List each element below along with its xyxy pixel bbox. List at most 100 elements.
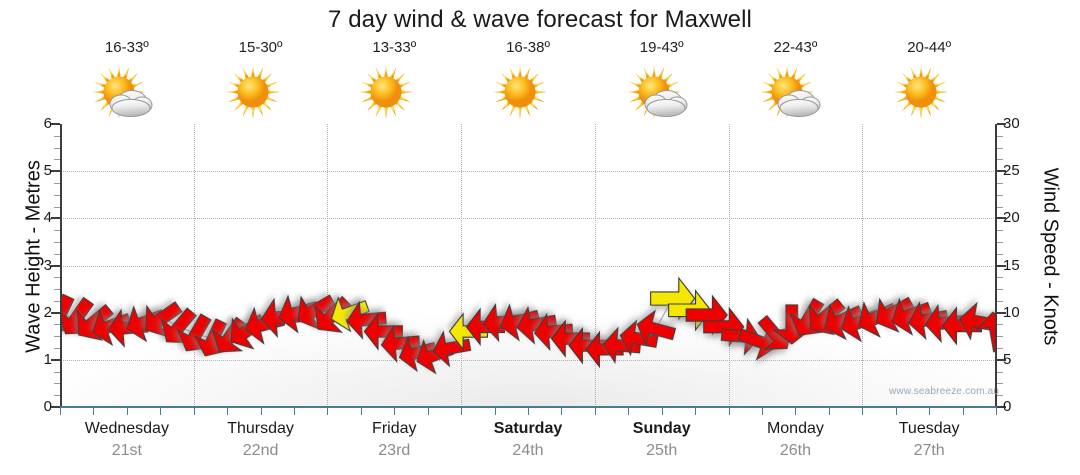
axis-tick-major bbox=[997, 264, 1006, 267]
sun-icon bbox=[327, 62, 461, 122]
sun-behind-cloud-icon bbox=[728, 62, 862, 122]
left-axis-tick-label: 5 bbox=[43, 162, 52, 180]
axis-tick-major bbox=[997, 217, 1006, 220]
wind-arrow bbox=[568, 326, 607, 365]
axis-tick-major bbox=[51, 217, 60, 220]
left-axis-tick-label: 6 bbox=[43, 115, 52, 132]
wind-arrow bbox=[516, 305, 558, 345]
temperature-range: 22-43º bbox=[773, 39, 818, 56]
day-footer: Tuesday 27th bbox=[862, 418, 996, 462]
sun-behind-cloud-icon bbox=[60, 62, 194, 122]
day-header: 20-44º bbox=[862, 38, 996, 122]
day-footer: Thursday 22nd bbox=[194, 418, 328, 462]
axis-tick-minor bbox=[54, 336, 60, 338]
day-name: Friday bbox=[372, 420, 417, 437]
wind-arrow bbox=[432, 330, 472, 368]
baseline-tick bbox=[828, 408, 830, 415]
wind-arrow bbox=[619, 319, 659, 357]
right-axis-tick-label: 5 bbox=[1003, 350, 1012, 368]
baseline-axis bbox=[60, 406, 997, 408]
page-title: 7 day wind & wave forecast for Maxwell bbox=[328, 6, 752, 33]
gridline-day-divider bbox=[193, 124, 195, 407]
wind-arrow bbox=[636, 309, 677, 347]
right-axis-line bbox=[995, 124, 997, 408]
axis-tick-major bbox=[51, 358, 60, 361]
axis-tick-major bbox=[51, 170, 60, 173]
baseline-tick bbox=[227, 408, 229, 415]
gridline-horizontal bbox=[60, 218, 996, 220]
right-axis-tick-label: 25 bbox=[1003, 162, 1020, 180]
right-axis-tick-label: 15 bbox=[1003, 256, 1020, 274]
day-name: Monday bbox=[766, 420, 824, 437]
day-footer: Friday 23rd bbox=[327, 418, 461, 462]
baseline-tick bbox=[461, 408, 463, 415]
axis-tick-minor bbox=[54, 206, 60, 208]
sun-icon bbox=[461, 62, 595, 122]
gridline-horizontal bbox=[60, 171, 996, 173]
baseline-tick bbox=[661, 408, 663, 415]
temperature-range: 15-30º bbox=[238, 39, 283, 56]
right-axis-tick-label: 20 bbox=[1003, 209, 1020, 227]
gridline-horizontal bbox=[60, 359, 996, 361]
baseline-tick bbox=[795, 408, 797, 415]
day-footer: Sunday 25th bbox=[595, 418, 729, 462]
left-axis-tick-label: 2 bbox=[43, 303, 52, 321]
wind-arrow bbox=[346, 300, 387, 340]
left-axis-line bbox=[60, 124, 62, 408]
sun-icon bbox=[862, 62, 996, 122]
axis-tick-minor bbox=[54, 289, 60, 291]
right-axis-tick-label: 10 bbox=[1003, 303, 1020, 321]
axis-tick-minor bbox=[54, 371, 60, 373]
left-axis-tick-label: 1 bbox=[43, 350, 52, 368]
wind-arrows bbox=[60, 276, 996, 375]
gridline-day-divider bbox=[862, 124, 864, 407]
wind-arrow-layer bbox=[60, 276, 996, 375]
day-name: Thursday bbox=[227, 420, 294, 437]
day-footer: Wednesday 21st bbox=[60, 418, 194, 462]
baseline-tick bbox=[60, 408, 61, 415]
axis-tick-minor bbox=[997, 182, 1003, 184]
gridline-day-divider bbox=[327, 124, 329, 407]
baseline-tick bbox=[895, 408, 897, 415]
axis-tick-minor bbox=[54, 241, 60, 243]
baseline-tick bbox=[962, 408, 964, 415]
axis-tick-major bbox=[51, 311, 60, 314]
baseline-tick bbox=[628, 408, 630, 415]
axis-tick-minor bbox=[997, 159, 1003, 161]
gridline-day-divider bbox=[461, 124, 463, 407]
temperature-range: 16-33º bbox=[104, 39, 149, 56]
day-date: 26th bbox=[779, 442, 811, 459]
baseline-tick bbox=[528, 408, 529, 415]
axis-tick-minor bbox=[997, 230, 1003, 232]
gridline-day-divider bbox=[594, 124, 596, 407]
gridline-horizontal bbox=[60, 265, 996, 267]
baseline-tick bbox=[594, 408, 596, 415]
axis-tick-minor bbox=[54, 230, 60, 232]
day-footer: Monday 26th bbox=[728, 418, 862, 462]
baseline-tick bbox=[862, 408, 864, 415]
temperature-range: 13-33º bbox=[372, 39, 417, 56]
day-header: 22-43º bbox=[728, 38, 862, 122]
day-header: 16-38º bbox=[461, 38, 595, 122]
axis-tick-minor bbox=[997, 336, 1003, 338]
gridline-day-divider bbox=[728, 124, 730, 407]
temperature-range: 19-43º bbox=[639, 39, 684, 56]
left-axis-tick-label: 0 bbox=[43, 398, 52, 415]
plot-area bbox=[60, 124, 996, 407]
axis-tick-minor bbox=[997, 348, 1003, 350]
right-axis-title: Wind Speed - Knots bbox=[1039, 167, 1062, 346]
left-axis-tick-label: 3 bbox=[43, 256, 52, 274]
baseline-tick bbox=[193, 408, 195, 415]
day-date: 23rd bbox=[378, 442, 411, 459]
baseline-tick bbox=[695, 408, 697, 415]
temperature-range: 16-38º bbox=[506, 39, 550, 56]
day-header: 13-33º bbox=[327, 38, 461, 122]
watermark: www.seabreeze.com.au bbox=[889, 386, 1000, 397]
day-name: Sunday bbox=[632, 420, 691, 437]
day-date: 25th bbox=[646, 442, 678, 459]
axis-tick-minor bbox=[54, 277, 60, 279]
right-axis-tick-label: 30 bbox=[1003, 115, 1020, 132]
wind-arrow bbox=[363, 312, 403, 351]
baseline-tick bbox=[126, 408, 128, 415]
baseline-tick bbox=[394, 408, 396, 415]
